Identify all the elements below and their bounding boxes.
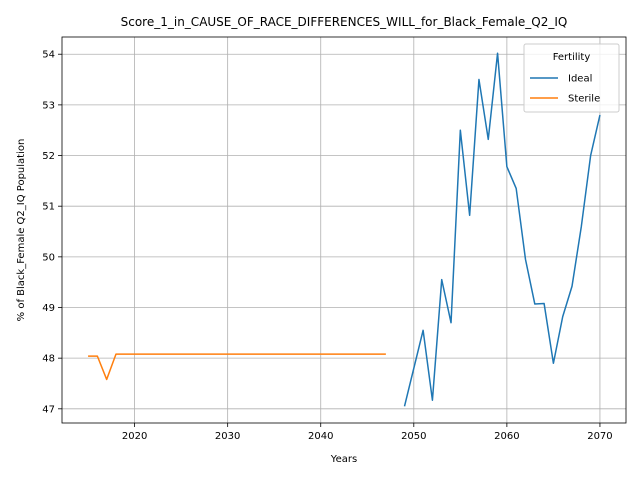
- y-axis-ticks: 47 48 49 50 51 52 53 54: [42, 50, 62, 415]
- legend-box: [523, 43, 620, 113]
- x-tick-label: 2030: [215, 431, 240, 442]
- y-tick-label: 51: [42, 202, 55, 213]
- legend-title: Fertility: [553, 52, 591, 63]
- y-tick-label: 54: [42, 50, 55, 61]
- y-tick-label: 50: [42, 252, 55, 263]
- y-tick-label: 53: [42, 100, 55, 111]
- x-axis-label: Years: [330, 454, 357, 465]
- series-line-sterile: [88, 353, 386, 381]
- y-tick-label: 49: [42, 303, 55, 314]
- legend-label-ideal: Ideal: [568, 74, 592, 85]
- y-tick-label: 47: [42, 404, 55, 415]
- x-tick-label: 2020: [122, 431, 147, 442]
- x-tick-label: 2050: [401, 431, 426, 442]
- x-tick-label: 2040: [308, 431, 333, 442]
- y-tick-label: 48: [42, 354, 55, 365]
- y-axis-label: % of Black_Female Q2_IQ Population: [16, 139, 27, 322]
- series-line-ideal: [403, 52, 601, 407]
- plot-frame: [61, 36, 627, 424]
- legend-items: Ideal Sterile: [530, 74, 600, 105]
- y-tick-label: 52: [42, 151, 55, 162]
- series-group: [88, 52, 601, 407]
- legend: Fertility Ideal Sterile: [523, 43, 620, 113]
- legend-label-sterile: Sterile: [568, 94, 600, 105]
- x-tick-label: 2060: [494, 431, 519, 442]
- x-axis-ticks: 2020 2030 2040 2050 2060 2070: [122, 423, 613, 442]
- x-tick-label: 2070: [587, 431, 612, 442]
- chart-title: Score_1_in_CAUSE_OF_RACE_DIFFERENCES_WIL…: [121, 15, 568, 29]
